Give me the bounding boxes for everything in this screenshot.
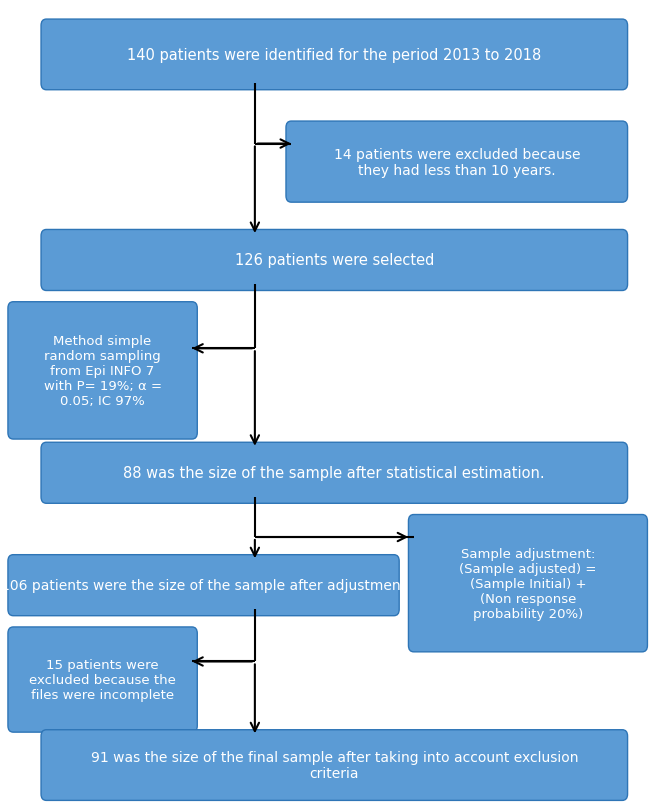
- FancyBboxPatch shape: [408, 515, 647, 652]
- Text: Sample adjustment:
(Sample adjusted) =
(Sample Initial) +
(Non response
probabil: Sample adjustment: (Sample adjusted) = (…: [459, 547, 596, 620]
- FancyBboxPatch shape: [8, 302, 197, 439]
- Text: 140 patients were identified for the period 2013 to 2018: 140 patients were identified for the per…: [127, 48, 542, 63]
- FancyBboxPatch shape: [41, 443, 628, 504]
- Text: 88 was the size of the sample after statistical estimation.: 88 was the size of the sample after stat…: [124, 466, 545, 480]
- Text: 91 was the size of the final sample after taking into account exclusion
criteria: 91 was the size of the final sample afte…: [91, 750, 578, 780]
- Text: 15 patients were
excluded because the
files were incomplete: 15 patients were excluded because the fi…: [29, 658, 176, 701]
- FancyBboxPatch shape: [41, 230, 628, 291]
- FancyBboxPatch shape: [41, 20, 628, 91]
- Text: 126 patients were selected: 126 patients were selected: [234, 253, 434, 268]
- Text: Method simple
random sampling
from Epi INFO 7
with P= 19%; α =
0.05; IC 97%: Method simple random sampling from Epi I…: [44, 334, 162, 407]
- Text: 106 patients were the size of the sample after adjustment: 106 patients were the size of the sample…: [1, 578, 406, 593]
- FancyBboxPatch shape: [8, 627, 197, 732]
- FancyBboxPatch shape: [8, 555, 399, 616]
- FancyBboxPatch shape: [41, 730, 628, 800]
- FancyBboxPatch shape: [286, 122, 628, 203]
- Text: 14 patients were excluded because
they had less than 10 years.: 14 patients were excluded because they h…: [334, 148, 580, 177]
